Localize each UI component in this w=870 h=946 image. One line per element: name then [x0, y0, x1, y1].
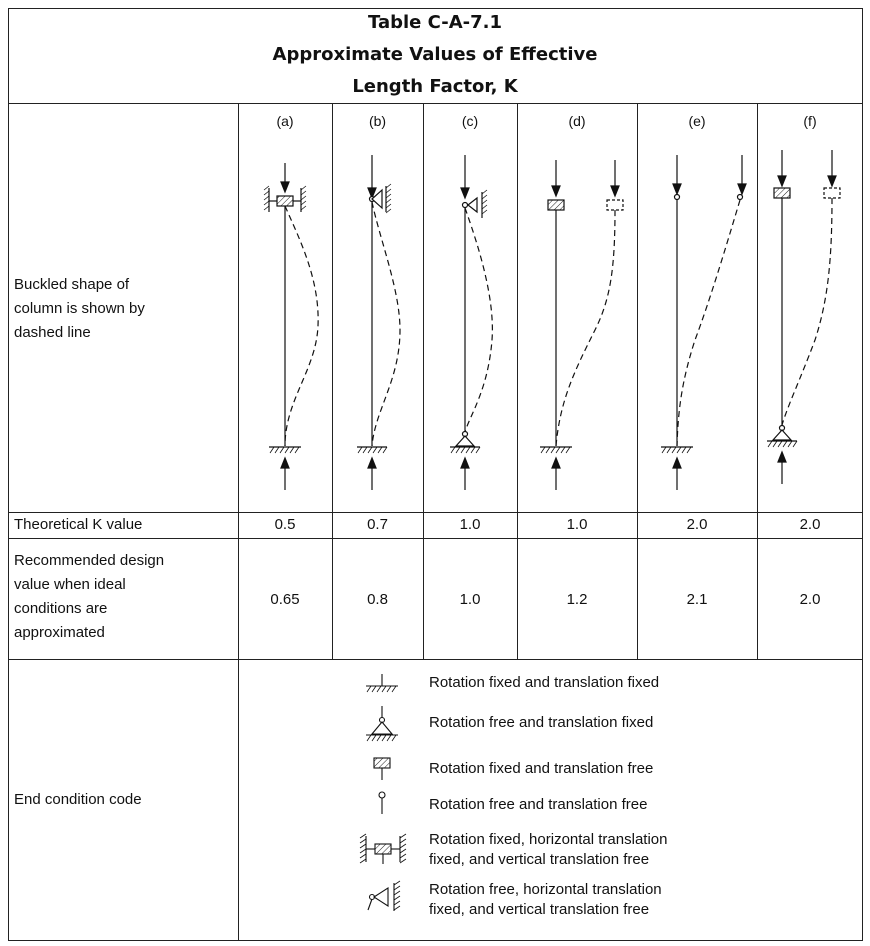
legend-text-5b: fixed, and vertical translation free [429, 851, 650, 868]
column-header-e: (e) [688, 113, 706, 129]
recommended-value-a: 0.65 [270, 591, 300, 608]
recommended-value-e: 2.1 [686, 591, 708, 608]
column-f-diagram [767, 150, 841, 484]
table-title-line-2: Approximate Values of Effective [272, 44, 598, 65]
table-title-line-1: Table C-A-7.1 [367, 12, 502, 33]
column-header-b: (b) [368, 113, 387, 129]
divider [8, 659, 863, 660]
legend-text-6b: fixed, and vertical translation free [429, 901, 650, 918]
theoretical-value-a: 0.5 [274, 516, 296, 533]
divider [423, 103, 424, 659]
recommended-value-f: 2.0 [799, 591, 821, 608]
column-d-diagram [540, 160, 624, 490]
divider [757, 103, 758, 659]
row-label-theoretical: Theoretical K value [14, 516, 143, 533]
column-b-diagram [357, 155, 401, 490]
recommended-value-b: 0.8 [367, 591, 388, 608]
legend-text-4: Rotation free and translation free [429, 796, 648, 813]
row-label-recommended-1: Recommended design [14, 552, 165, 569]
theoretical-value-b: 0.7 [367, 516, 388, 533]
row-label-buckled-1: Buckled shape of [14, 276, 130, 293]
recommended-value-d: 1.2 [566, 591, 588, 608]
row-label-recommended-4: approximated [14, 624, 105, 641]
column-header-c: (c) [461, 113, 479, 129]
column-c-diagram [450, 155, 493, 490]
recommended-value-c: 1.0 [459, 591, 481, 608]
theoretical-value-c: 1.0 [459, 516, 481, 533]
free-free-icon [378, 791, 386, 814]
row-label-recommended-3: conditions are [14, 600, 108, 617]
row-label-end-condition: End condition code [14, 791, 142, 808]
legend-text-3: Rotation fixed and translation free [429, 760, 654, 777]
fixed-fixed-icon [366, 674, 398, 693]
divider [8, 512, 863, 513]
divider [332, 103, 333, 659]
row-label-buckled-3: dashed line [14, 324, 91, 341]
column-header-a: (a) [276, 113, 294, 129]
divider [238, 103, 239, 941]
row-label-buckled-2: column is shown by [14, 300, 145, 317]
column-a-diagram [263, 163, 319, 490]
column-header-f: (f) [803, 113, 817, 129]
guided-fixed-icon [359, 833, 407, 864]
column-e-diagram [661, 155, 747, 490]
row-label-recommended-2: value when ideal [14, 576, 126, 593]
column-header-d: (d) [568, 113, 586, 129]
divider [8, 538, 863, 539]
fixed-free-icon [373, 757, 391, 780]
theoretical-value-e: 2.0 [686, 516, 708, 533]
guided-pin-icon [367, 880, 401, 911]
divider [8, 103, 863, 104]
legend-text-2: Rotation free and translation fixed [429, 714, 654, 731]
legend-text-5a: Rotation fixed, horizontal translation [429, 831, 668, 848]
divider [637, 103, 638, 659]
theoretical-value-d: 1.0 [566, 516, 588, 533]
table-title-line-3: Length Factor, K [352, 76, 518, 97]
legend-text-1: Rotation fixed and translation fixed [429, 674, 660, 691]
table-frame [8, 8, 863, 941]
theoretical-value-f: 2.0 [799, 516, 821, 533]
divider [517, 103, 518, 659]
legend-text-6a: Rotation free, horizontal translation [429, 881, 662, 898]
pin-fixed-icon [366, 706, 398, 742]
